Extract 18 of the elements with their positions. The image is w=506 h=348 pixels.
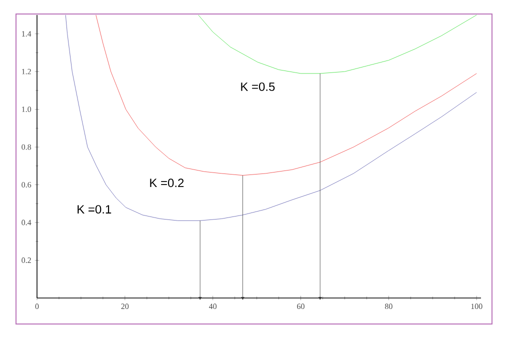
y-tick-label: 0.2 (22, 258, 31, 263)
y-tick-label: 1.0 (22, 106, 32, 112)
x-tick-label: 0 (35, 304, 39, 310)
y-tick-label: 1.2 (22, 68, 31, 74)
x-tick-label: 60 (297, 304, 304, 310)
series-label: K =0.2 (150, 178, 184, 188)
y-tick-label: 1.4 (22, 31, 32, 37)
x-tick-label: 20 (121, 304, 129, 310)
y-tick-label: 0.4 (22, 220, 32, 226)
x-tick-label: 100 (471, 304, 482, 310)
x-tick-label: 40 (209, 304, 217, 310)
series-label: K =0.5 (241, 82, 275, 91)
y-tick-label: 0.8 (22, 144, 32, 150)
series-label: K =0.1 (78, 205, 112, 214)
line-series (198, 14, 477, 74)
line-series (65, 14, 477, 221)
x-tick-label: 80 (384, 304, 392, 310)
y-tick-label: 0.6 (22, 182, 32, 188)
